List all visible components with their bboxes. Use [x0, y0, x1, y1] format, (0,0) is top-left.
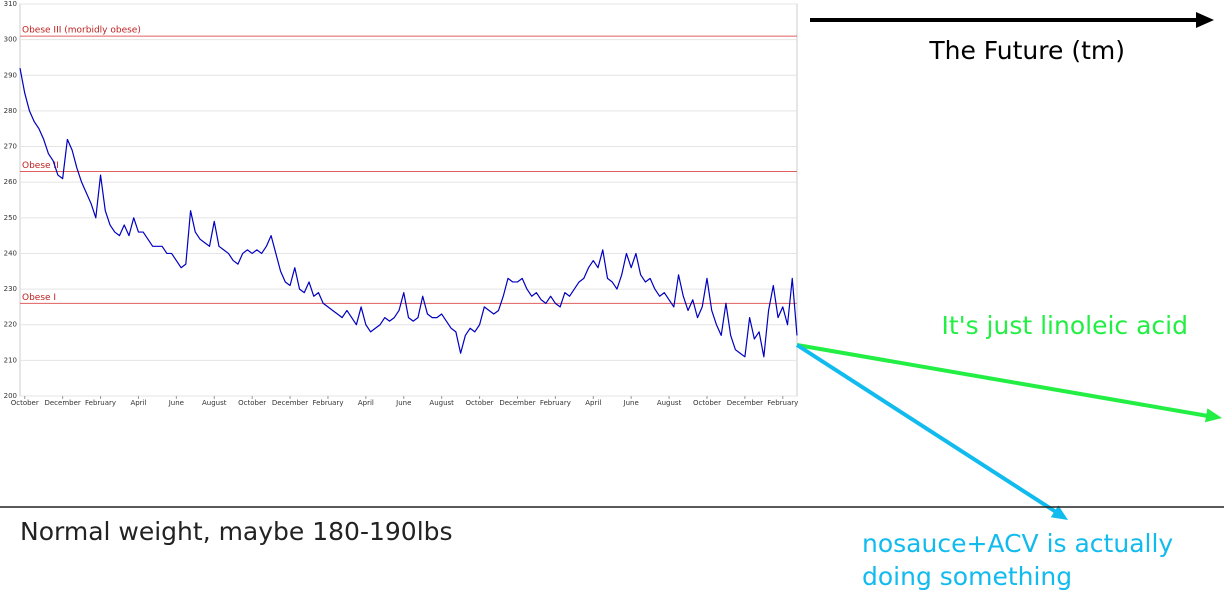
y-tick-label: 250 — [4, 214, 17, 222]
x-tick-label: February — [85, 399, 116, 407]
x-tick-label: October — [238, 399, 266, 407]
y-tick-label: 280 — [4, 107, 17, 115]
x-tick-label: June — [623, 399, 639, 407]
annotation: The Future (tm) — [928, 36, 1125, 65]
x-tick-label: June — [168, 399, 184, 407]
annotation: doing something — [862, 562, 1072, 591]
x-tick-label: October — [11, 399, 39, 407]
annotation: nosauce+ACV is actually — [862, 529, 1173, 558]
reference-label: Obese III (morbidly obese) — [22, 26, 141, 36]
reference-label: Obese I — [22, 293, 56, 303]
x-tick-label: August — [657, 399, 682, 407]
x-tick-label: June — [395, 399, 411, 407]
data-line — [19, 68, 798, 358]
x-tick-label: August — [202, 399, 227, 407]
annotation: It's just linoleic acid — [942, 311, 1188, 340]
x-tick-label: February — [540, 399, 571, 407]
x-tick-label: August — [429, 399, 454, 407]
x-tick-label: October — [693, 399, 721, 407]
arrow-head — [1050, 505, 1068, 520]
y-tick-label: 210 — [4, 356, 17, 364]
y-tick-label: 260 — [4, 178, 17, 186]
y-tick-label: 300 — [4, 36, 17, 44]
x-tick-label: December — [272, 399, 308, 407]
y-tick-label: 200 — [4, 392, 17, 400]
x-tick-label: February — [312, 399, 343, 407]
y-tick-label: 240 — [4, 249, 17, 257]
y-tick-label: 270 — [4, 143, 17, 151]
arrow — [795, 343, 1058, 514]
y-tick-label: 310 — [4, 0, 17, 8]
x-tick-label: April — [585, 399, 601, 407]
grid: 200 210 220 230 240 250 260 270 280 290 300 310 Octo… — [4, 0, 799, 407]
x-tick-label: December — [499, 399, 535, 407]
reference-label: Obese II — [22, 161, 59, 171]
x-tick-label: February — [767, 399, 798, 407]
x-tick-label: December — [727, 399, 763, 407]
y-tick-label: 290 — [4, 71, 17, 79]
arrow-head — [1196, 12, 1214, 28]
y-tick-label: 220 — [4, 321, 17, 329]
plot-frame — [19, 3, 798, 397]
x-tick-label: April — [358, 399, 374, 407]
annotation: Normal weight, maybe 180-190lbs — [20, 517, 453, 546]
x-tick-label: October — [466, 399, 494, 407]
y-tick-label: 230 — [4, 285, 17, 293]
arrow — [796, 343, 1209, 418]
plot: Obese III (morbidly obese) Obese II Obese … — [19, 26, 798, 358]
arrow-head — [1205, 408, 1222, 423]
x-tick-label: December — [44, 399, 80, 407]
x-tick-label: April — [130, 399, 146, 407]
